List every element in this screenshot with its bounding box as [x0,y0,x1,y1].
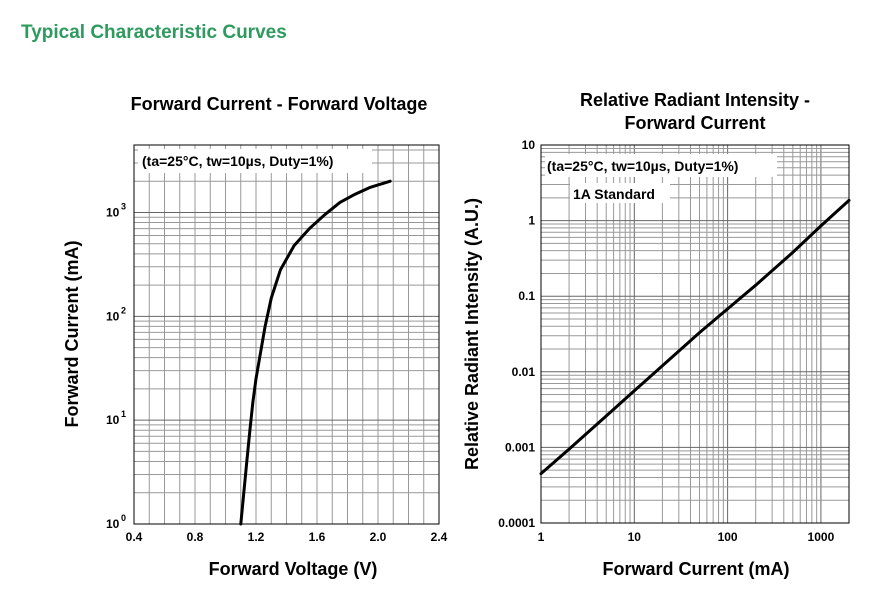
chart1-xtick-label: 1.6 [309,530,326,544]
chart2-series-line [539,198,851,476]
chart2-ytick-label: 0.01 [512,365,536,379]
chart2-ytick-label: 10 [522,138,536,152]
chart1-title: Forward Current - Forward Voltage [131,94,428,114]
chart1-annotation: (ta=25°C, tw=10µs, Duty=1%) [142,153,333,169]
chart1-xtick-label: 2.0 [370,530,387,544]
chart2-y-ticks: 0.0001 0.001 0.01 0.1 1 10 [498,138,535,530]
chart2-annotation-bg [545,154,777,177]
chart1-annotation-bg [138,149,372,173]
chart1-ytick-exponent: 1 [121,409,126,419]
chart1-plot-frame [133,144,440,525]
chart-forward-current-voltage: Forward Current - Forward Voltage 0.4 0.8… [62,94,448,579]
chart2-xlabel: Forward Current (mA) [602,559,789,579]
chart2-annotation-standard: 1A Standard [573,186,655,202]
chart1-ytick-label: 10 [106,309,120,323]
chart2-ytick-label: 0.001 [505,440,535,454]
chart2-plot-frame [540,144,850,524]
chart1-xtick-label: 2.4 [431,530,448,544]
chart-radiant-intensity-current: Relative Radiant Intensity -Forward Curr… [462,90,851,579]
chart2-xtick-label: 100 [718,530,738,544]
chart1-ytick-label: 10 [106,413,120,427]
chart1-series-line [239,179,392,526]
chart2-ytick-label: 0.1 [518,289,535,303]
chart2-ylabel: Relative Radiant Intensity (A.U.) [462,198,482,470]
chart1-ytick-exponent: 2 [121,305,126,315]
chart1-ytick-exponent: 0 [121,513,126,523]
chart1-ylabel: Forward Current (mA) [62,240,82,427]
chart2-x-ticks: 1 10 100 1000 [538,530,835,544]
chart1-ytick-exponent: 3 [121,201,126,211]
chart2-ytick-label: 1 [528,214,535,228]
chart1-ytick-label: 10 [106,517,120,531]
chart1-x-ticks: 0.4 0.8 1.2 1.6 2.0 2.4 [126,530,448,544]
chart1-xtick-label: 1.2 [248,530,265,544]
chart2-title: Relative Radiant Intensity -Forward Curr… [580,90,810,133]
page-title: Typical Characteristic Curves [21,22,287,43]
chart1-xtick-label: 0.4 [126,530,143,544]
chart1-ytick-label: 10 [106,205,120,219]
chart1-grid [134,145,439,525]
chart2-annotation2-bg [570,183,670,203]
chart2-xtick-label: 10 [628,530,642,544]
chart2-xtick-label: 1 [538,530,545,544]
chart1-xlabel: Forward Voltage (V) [209,559,378,579]
chart2-annotation: (ta=25°C, tw=10µs, Duty=1%) [547,158,738,174]
chart2-ytick-label: 0.0001 [498,516,535,530]
chart1-xtick-label: 0.8 [187,530,204,544]
chart2-xtick-label: 1000 [808,530,835,544]
